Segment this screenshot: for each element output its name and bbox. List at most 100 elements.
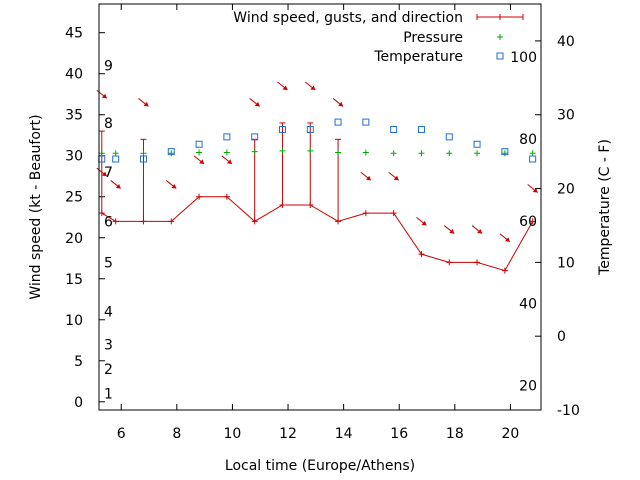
pressure-point xyxy=(446,150,453,157)
wind-speed-point xyxy=(307,201,314,208)
arrow-head xyxy=(393,175,399,181)
arrow-head xyxy=(365,175,371,181)
y2-tick-label: 20 xyxy=(557,182,575,198)
y2-axis-label: Temperature (C - F) xyxy=(597,139,613,276)
y2-tick-label: 0 xyxy=(557,329,566,345)
y-tick-label: 35 xyxy=(65,108,83,124)
wind-direction-arrow xyxy=(193,155,205,165)
wind-speed-point xyxy=(501,267,508,274)
wind-direction-arrow xyxy=(360,171,372,181)
temperature-point xyxy=(195,140,203,148)
arrow-head xyxy=(338,101,344,107)
pressure-point xyxy=(168,150,175,157)
wind-direction-arrow xyxy=(471,225,483,234)
fahrenheit-label: 80 xyxy=(519,132,537,148)
temperature-point xyxy=(390,125,398,133)
temperature-point xyxy=(139,155,147,163)
arrow-head xyxy=(282,85,288,91)
temperature-point xyxy=(501,148,509,156)
temperature-point xyxy=(167,148,175,156)
wind-direction-arrow xyxy=(527,184,538,193)
arrow-head xyxy=(254,101,260,107)
y-tick-label: 5 xyxy=(74,354,83,370)
y-tick-label: 40 xyxy=(65,67,83,83)
arrow-head xyxy=(449,229,455,234)
beaufort-label: 2 xyxy=(104,362,113,378)
y-tick-label: 30 xyxy=(65,149,83,165)
temperature-point xyxy=(223,133,231,141)
legend-temperature-swatch xyxy=(496,52,504,60)
wind-speed-line xyxy=(101,196,534,272)
x-axis-label: Local time (Europe/Athens) xyxy=(225,458,415,474)
pressure-point xyxy=(251,148,258,155)
wind-speed-point xyxy=(474,259,481,266)
temperature-point xyxy=(445,133,453,141)
legend-temperature-label: Temperature xyxy=(373,49,463,65)
wind-speed-point xyxy=(529,218,536,225)
y-tick-label: 25 xyxy=(65,190,83,206)
wind-speed-point xyxy=(279,201,286,208)
legend-pressure-label: Pressure xyxy=(403,30,463,46)
arrow-head xyxy=(143,101,149,107)
y2-tick-label: 40 xyxy=(557,34,575,50)
temperature-point xyxy=(473,140,481,148)
arrow-head xyxy=(171,183,177,189)
wind-direction-arrow xyxy=(221,155,233,165)
wind-speed-point xyxy=(140,218,147,225)
fahrenheit-label: 20 xyxy=(519,379,537,395)
arrow-head xyxy=(101,93,107,99)
x-tick-label: 20 xyxy=(502,426,520,442)
wind-direction-arrow xyxy=(416,216,427,226)
fahrenheit-label: 60 xyxy=(519,214,537,230)
beaufort-label: 6 xyxy=(104,214,113,230)
wind-speed-point xyxy=(168,218,175,225)
arrow-head xyxy=(504,237,510,242)
wind-direction-arrow xyxy=(110,180,121,189)
pressure-point xyxy=(390,150,397,157)
temperature-point xyxy=(334,118,342,126)
legend-wind-swatch-point xyxy=(497,14,503,20)
wind-speed-point xyxy=(251,218,258,225)
pressure-point xyxy=(112,150,119,157)
pressure-point xyxy=(223,149,230,156)
legend-pressure-swatch xyxy=(497,34,503,40)
x-tick-label: 6 xyxy=(117,426,126,442)
wind-direction-arrow xyxy=(96,167,108,177)
wind-direction-arrow xyxy=(138,98,149,107)
y2-tick-label: -10 xyxy=(557,403,580,419)
wind-direction-arrow xyxy=(304,81,316,91)
tick-labels: 6 8 10 12 14 16 18 20051015202530354045-1001020… xyxy=(65,26,580,442)
y-tick-label: 20 xyxy=(65,231,83,247)
beaufort-label: 3 xyxy=(104,337,113,353)
y-tick-label: 15 xyxy=(65,272,83,288)
temperature-point xyxy=(112,155,120,163)
arrow-head xyxy=(115,183,121,189)
pressure-point xyxy=(362,149,369,156)
fahrenheit-label: 100 xyxy=(510,50,537,66)
pressure-point xyxy=(335,149,342,156)
wind-speed-point xyxy=(446,259,453,266)
data-series xyxy=(96,81,538,274)
temperature-point xyxy=(417,125,425,133)
arrow-head xyxy=(421,220,427,226)
pressure-point xyxy=(196,149,203,156)
fahrenheit-label: 40 xyxy=(519,297,537,313)
y-axis-label: Wind speed (kt - Beaufort) xyxy=(28,114,44,299)
beaufort-label: 7 xyxy=(104,165,113,181)
wind-speed-point xyxy=(112,218,119,225)
wind-direction-arrow xyxy=(443,225,455,234)
axis-ticks xyxy=(99,4,541,411)
y2-tick-label: 10 xyxy=(557,255,575,271)
arrow-head xyxy=(226,159,232,164)
wind-direction-arrow xyxy=(499,233,511,243)
arrow-head xyxy=(101,171,107,177)
x-tick-label: 8 xyxy=(172,426,181,442)
wind-speed-point xyxy=(418,251,425,258)
plot-frame xyxy=(98,3,542,411)
legend-wind-label: Wind speed, gusts, and direction xyxy=(233,10,463,26)
y-tick-label: 45 xyxy=(65,26,83,42)
arrow-head xyxy=(199,159,205,164)
x-tick-label: 16 xyxy=(390,426,408,442)
temperature-point xyxy=(306,125,314,133)
